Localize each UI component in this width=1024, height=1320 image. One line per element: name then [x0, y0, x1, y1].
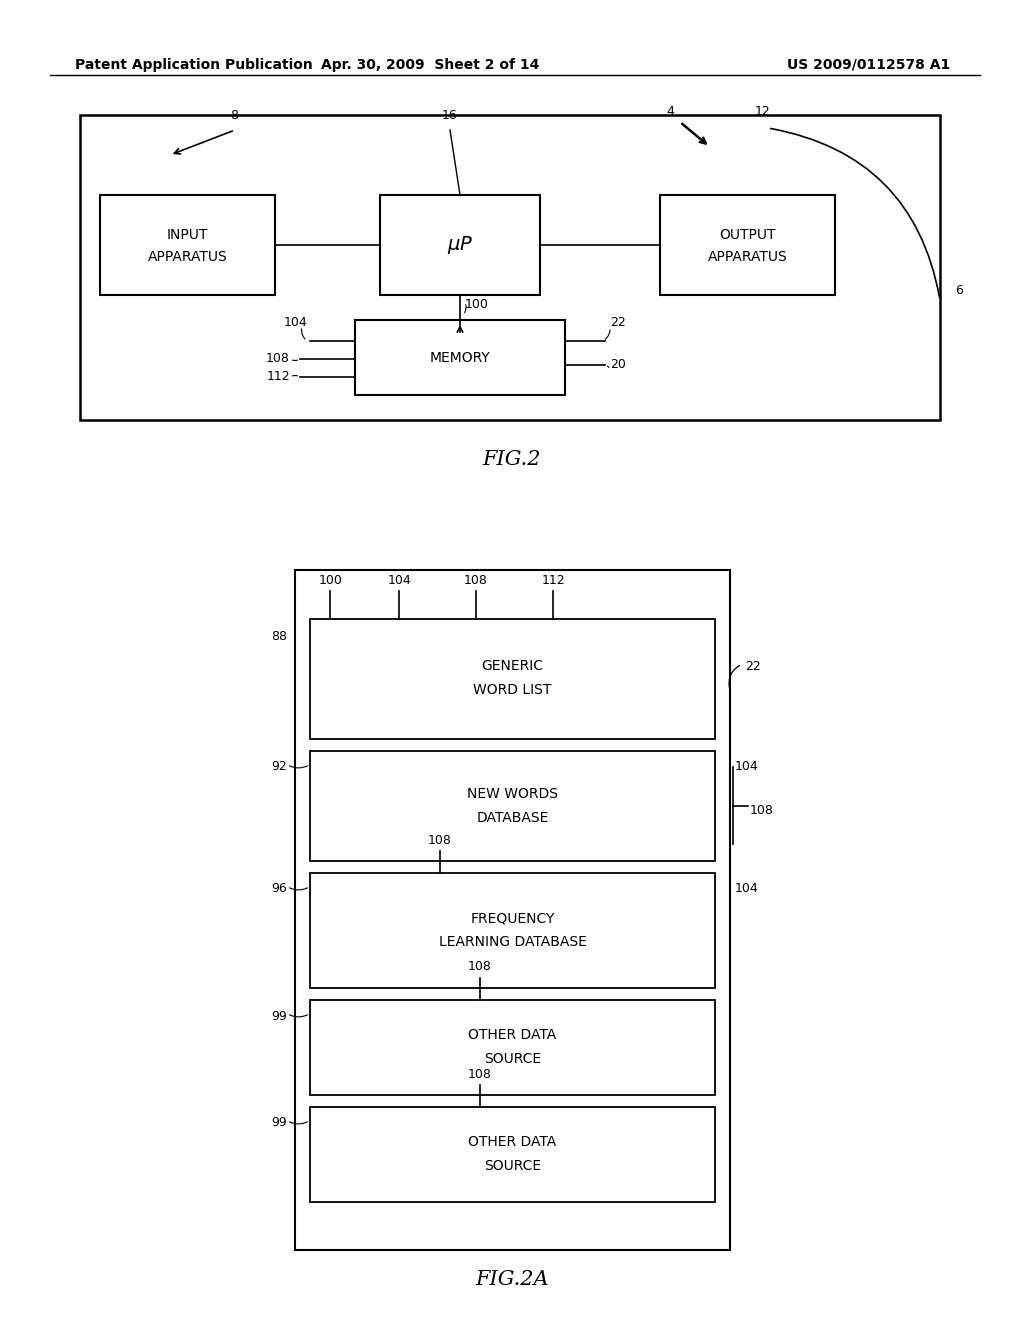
- Bar: [295, 570, 730, 1250]
- Text: 12: 12: [755, 106, 771, 117]
- Text: 88: 88: [271, 631, 287, 644]
- Text: 6: 6: [955, 284, 963, 297]
- Text: 99: 99: [271, 1117, 287, 1130]
- Text: Patent Application Publication: Patent Application Publication: [75, 58, 312, 73]
- Bar: [310, 619, 715, 738]
- Text: FIG.2: FIG.2: [482, 450, 542, 469]
- Text: DATABASE: DATABASE: [476, 810, 549, 825]
- Text: 112: 112: [266, 371, 290, 384]
- Text: APPARATUS: APPARATUS: [147, 249, 227, 264]
- Text: MEMORY: MEMORY: [430, 351, 490, 364]
- Text: INPUT: INPUT: [167, 228, 208, 242]
- Bar: [310, 873, 715, 987]
- Text: 108: 108: [468, 961, 493, 974]
- Text: 108: 108: [468, 1068, 493, 1081]
- Text: 20: 20: [610, 359, 626, 371]
- Bar: [380, 195, 540, 294]
- Text: FREQUENCY: FREQUENCY: [470, 911, 555, 925]
- Text: 4: 4: [667, 106, 674, 117]
- Text: WORD LIST: WORD LIST: [473, 684, 552, 697]
- Bar: [660, 195, 835, 294]
- Text: 8: 8: [230, 110, 238, 121]
- Text: LEARNING DATABASE: LEARNING DATABASE: [438, 935, 587, 949]
- Text: 100: 100: [465, 298, 488, 312]
- Text: SOURCE: SOURCE: [484, 1159, 541, 1173]
- Text: 104: 104: [735, 760, 759, 774]
- Text: OTHER DATA: OTHER DATA: [468, 1028, 557, 1041]
- Bar: [310, 1106, 715, 1201]
- Text: SOURCE: SOURCE: [484, 1052, 541, 1067]
- Text: 100: 100: [318, 573, 342, 586]
- Text: 96: 96: [271, 883, 287, 895]
- Text: US 2009/0112578 A1: US 2009/0112578 A1: [786, 58, 950, 73]
- Text: 99: 99: [271, 1010, 287, 1023]
- Text: OTHER DATA: OTHER DATA: [468, 1135, 557, 1148]
- Text: 108: 108: [266, 352, 290, 366]
- Bar: [355, 319, 565, 395]
- Text: FIG.2A: FIG.2A: [475, 1270, 549, 1290]
- Text: 112: 112: [542, 573, 565, 586]
- Text: OUTPUT: OUTPUT: [719, 228, 776, 242]
- Text: 22: 22: [610, 315, 626, 329]
- Text: Apr. 30, 2009  Sheet 2 of 14: Apr. 30, 2009 Sheet 2 of 14: [321, 58, 540, 73]
- Text: 108: 108: [750, 804, 774, 817]
- Text: GENERIC: GENERIC: [481, 660, 544, 673]
- Text: 22: 22: [745, 660, 761, 673]
- Text: 16: 16: [442, 110, 458, 121]
- Text: NEW WORDS: NEW WORDS: [467, 787, 558, 800]
- Text: 92: 92: [271, 760, 287, 774]
- Text: 104: 104: [284, 315, 307, 329]
- Text: $\mu$P: $\mu$P: [446, 234, 473, 256]
- Bar: [80, 115, 940, 420]
- Text: 104: 104: [387, 573, 411, 586]
- Bar: [100, 195, 275, 294]
- Bar: [310, 751, 715, 861]
- Text: 108: 108: [428, 833, 452, 846]
- Bar: [310, 999, 715, 1094]
- Text: 104: 104: [735, 883, 759, 895]
- Text: APPARATUS: APPARATUS: [708, 249, 787, 264]
- Text: 108: 108: [464, 573, 488, 586]
